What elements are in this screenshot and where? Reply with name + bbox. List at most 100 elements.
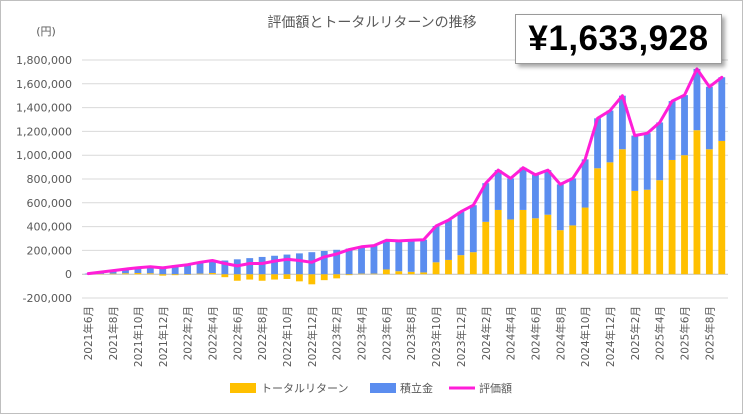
bar-return (718, 140, 726, 275)
bar-return (606, 162, 614, 275)
y-tick-label: 1,000,000 (16, 149, 72, 162)
bar-return (457, 255, 465, 275)
bar-contribution (109, 270, 117, 274)
y-tick-label: 1,800,000 (16, 54, 72, 67)
bar-contribution (320, 250, 328, 275)
x-tick-label: 2025年4月 (654, 306, 667, 360)
bar-contribution (693, 68, 701, 131)
x-tick-label: 2025年8月 (703, 306, 716, 360)
x-tick-label: 2023年4月 (356, 306, 369, 360)
x-tick-label: 2022年6月 (231, 306, 244, 360)
bar-contribution (134, 267, 142, 274)
bar-contribution (631, 135, 639, 191)
bar-contribution (221, 260, 229, 275)
bar-contribution (283, 254, 291, 275)
x-tick-label: 2024年6月 (529, 306, 542, 360)
bar-return (631, 190, 639, 275)
bar-contribution (656, 122, 664, 181)
bar-contribution (482, 183, 490, 222)
bar-contribution (581, 159, 589, 208)
bar-return (432, 262, 440, 275)
bar-return (320, 274, 328, 281)
bar-contribution (544, 170, 552, 215)
bar-return (171, 274, 179, 276)
bar-contribution (271, 255, 278, 275)
valuation-line-path (86, 67, 724, 276)
bar-return (681, 155, 688, 275)
bar-contribution (594, 118, 601, 169)
bar-contribution (196, 262, 204, 274)
bar-return (469, 252, 477, 275)
bar-contribution (532, 174, 539, 219)
bar-contribution (382, 240, 390, 270)
bar-contribution (705, 86, 713, 150)
bar-return (246, 274, 254, 280)
bar-contribution (395, 240, 403, 272)
chart-title: 評価額とトータルリターンの推移 (267, 15, 476, 31)
bar-contribution (606, 110, 614, 163)
x-tick-label: 2022年12月 (306, 306, 319, 367)
x-tick-label: 2022年10月 (281, 306, 294, 367)
x-tick-label: 2024年4月 (505, 306, 518, 360)
bar-return (705, 149, 713, 275)
bar-contribution (681, 95, 688, 156)
x-tick-label: 2025年2月 (629, 306, 642, 360)
bar-contribution (370, 245, 378, 274)
total-valuation-box: ¥1,633,928 (515, 14, 722, 64)
valuation-line (86, 67, 724, 276)
bar-contribution (209, 260, 216, 274)
x-tick-label: 2021年6月 (82, 306, 95, 360)
y-tick-label: 1,400,000 (16, 102, 72, 115)
bar-contribution (407, 240, 415, 272)
bar-return (569, 225, 577, 275)
bar-return (184, 274, 192, 275)
y-tick-label: 0 (65, 268, 72, 281)
bar-contribution (258, 256, 266, 275)
bar-return (358, 273, 365, 275)
bar-contribution (295, 253, 303, 275)
bar-return (271, 274, 278, 280)
bar-contribution (643, 133, 651, 190)
x-tick-label: 2022年4月 (206, 306, 219, 360)
bar-contribution (445, 220, 452, 260)
bar-contribution (171, 265, 179, 275)
bar-return (295, 274, 303, 282)
bar-return (159, 274, 167, 276)
bar-contribution (122, 269, 129, 274)
x-tick-label: 2024年8月 (554, 306, 567, 360)
bar-return (494, 209, 502, 275)
bar-contribution (668, 101, 676, 160)
bar-return (643, 189, 651, 275)
legend-label-return: トータルリターン (261, 382, 348, 395)
legend-label-contribution: 積立金 (400, 381, 433, 395)
bar-contribution (432, 226, 440, 263)
bar-contribution (469, 205, 477, 253)
legend-label-valuation: 評価額 (479, 381, 512, 395)
bar-contribution (333, 249, 341, 275)
bar-return (668, 159, 676, 275)
legend-swatch-contribution (370, 383, 396, 393)
bar-return (618, 149, 626, 275)
bar-contribution (184, 264, 192, 275)
bar-return (544, 214, 552, 275)
bar-contribution (159, 266, 167, 275)
bar-return (134, 273, 142, 275)
y-tick-label: -200,000 (23, 292, 72, 305)
bar-return (407, 271, 415, 275)
bar-return (109, 273, 117, 275)
bar-return (333, 274, 341, 279)
y-tick-label: 600,000 (27, 197, 73, 210)
bar-return (308, 274, 316, 285)
x-tick-label: 2021年10月 (132, 306, 145, 367)
bar-return (594, 168, 601, 275)
bar-return (196, 273, 204, 275)
y-tick-label: 1,600,000 (16, 78, 72, 91)
bar-contribution (345, 248, 353, 275)
legend-swatch-return (230, 383, 256, 393)
x-tick-label: 2025年6月 (679, 306, 692, 360)
x-tick-label: 2024年12月 (604, 306, 617, 367)
bars (84, 68, 726, 285)
bar-return (370, 273, 378, 275)
x-tick-label: 2023年12月 (455, 306, 468, 367)
bar-contribution (519, 167, 527, 210)
